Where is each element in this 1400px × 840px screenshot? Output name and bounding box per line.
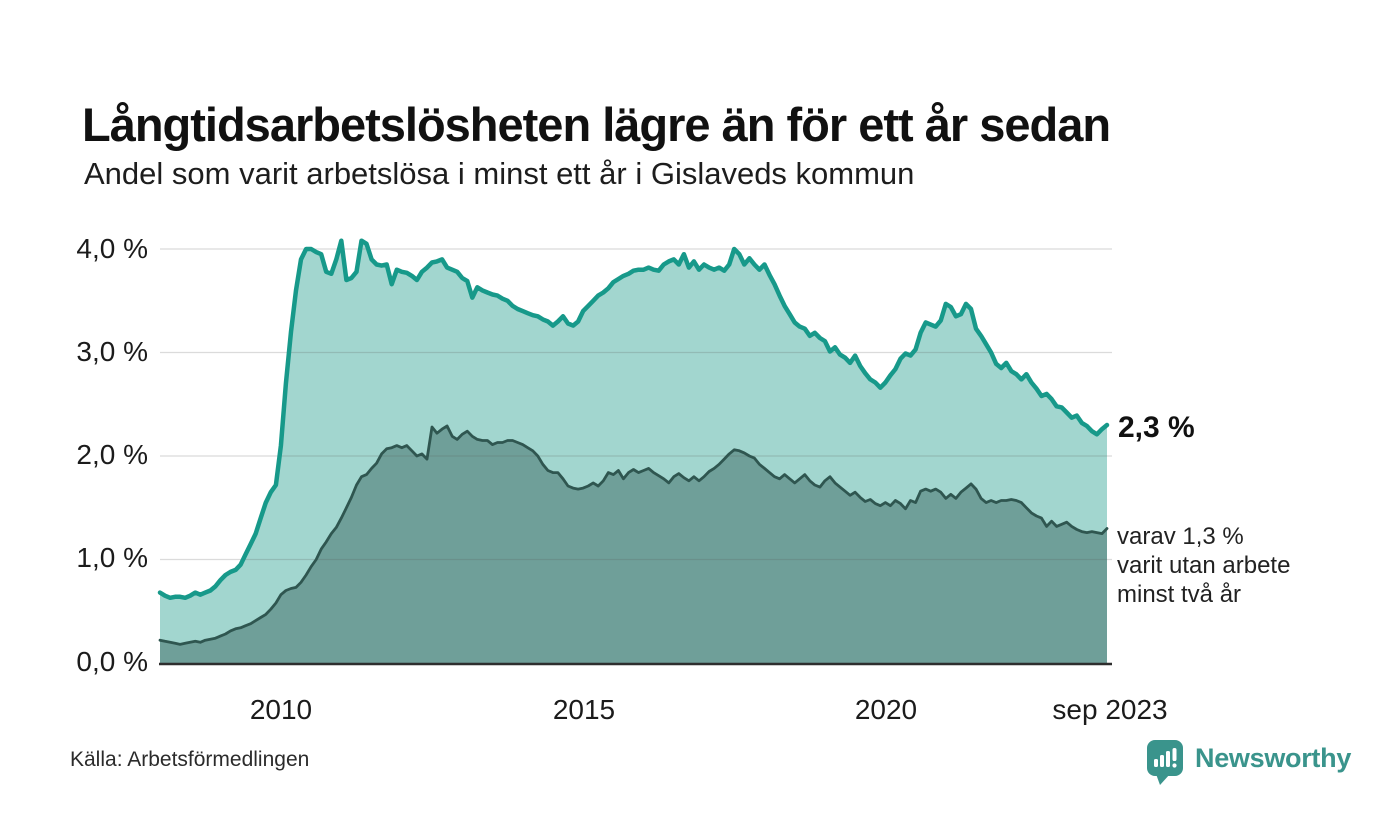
source-note: Källa: Arbetsförmedlingen <box>70 748 310 771</box>
y-axis-label-0: 0,0 % <box>76 646 148 677</box>
page-subtitle: Andel som varit arbetslösa i minst ett å… <box>84 156 915 191</box>
two-year-annotation-line2: varit utan arbete <box>1117 552 1291 579</box>
logo-speech-bubble-icon <box>1147 740 1183 785</box>
two-year-annotation: varav 1,3 % varit utan arbete minst två … <box>1117 522 1387 609</box>
two-year-annotation-line1: varav 1,3 % <box>1117 523 1244 550</box>
newsworthy-logo: Newsworthy <box>1147 740 1351 790</box>
logo-wordmark: Newsworthy <box>1195 743 1352 773</box>
y-axis-label-4: 4,0 % <box>76 233 148 264</box>
y-axis-label-3: 3,0 % <box>76 336 148 367</box>
x-axis-label-2015: 2015 <box>552 694 616 725</box>
x-axis-label-sep-2023: sep 2023 <box>1052 694 1168 725</box>
x-axis-label-2020: 2020 <box>854 694 918 725</box>
x-axis-label-2010: 2010 <box>249 694 313 725</box>
two-year-annotation-line3: minst två år <box>1117 581 1242 608</box>
y-axis-label-2: 2,0 % <box>76 439 148 470</box>
y-axis-label-1: 1,0 % <box>76 542 148 573</box>
page-title: Långtidsarbetslösheten lägre än för ett … <box>82 98 1111 152</box>
latest-value-annotation: 2,3 % <box>1118 411 1195 444</box>
